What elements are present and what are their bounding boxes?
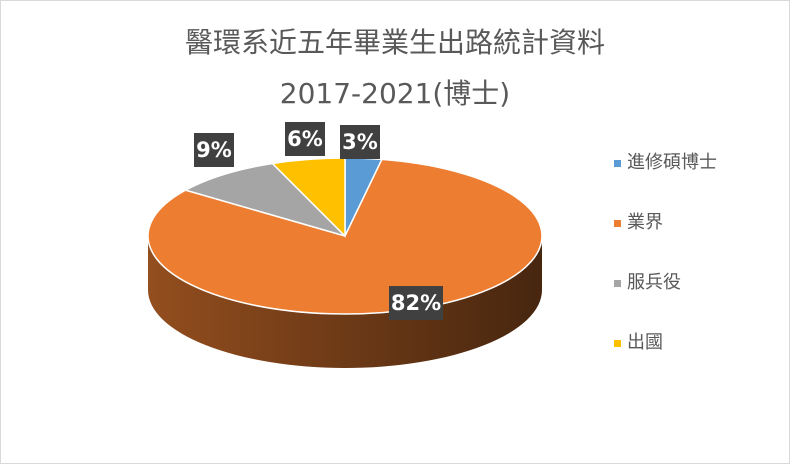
legend-label-1: 業界 [627,212,663,233]
pie-side-1 [148,236,542,368]
data-label-0: 3% [340,125,380,159]
legend-swatch-0 [614,160,621,167]
chart-title: 醫環系近五年畢業生出路統計資料 [184,26,605,59]
legend-swatch-2 [614,280,621,287]
legend-swatch-3 [614,340,621,347]
legend-label-2: 服兵役 [627,272,681,293]
data-label-box-0 [340,125,380,159]
pie-slice-2 [183,162,346,237]
data-label-text-2: 9% [196,138,232,162]
data-label-box-2 [194,133,234,167]
legend-item-3: 出國 [614,330,717,390]
data-label-text-0: 3% [342,130,378,154]
chart-subtitle: 2017-2021(博士) [279,77,511,110]
data-label-1: 82% [389,286,443,320]
data-label-text-1: 82% [391,291,441,315]
legend: 進修碩博士 業界 服兵役 出國 [614,150,717,390]
data-label-box-1 [389,286,443,320]
legend-item-2: 服兵役 [614,270,717,330]
legend-label-0: 進修碩博士 [627,152,717,173]
data-label-box-3 [285,122,325,156]
data-label-3: 6% [285,122,325,156]
legend-item-1: 業界 [614,210,717,270]
data-label-2: 9% [194,133,234,167]
legend-swatch-1 [614,220,621,227]
legend-item-0: 進修碩博士 [614,150,717,210]
legend-label-3: 出國 [627,332,663,353]
data-label-text-3: 6% [287,127,323,151]
